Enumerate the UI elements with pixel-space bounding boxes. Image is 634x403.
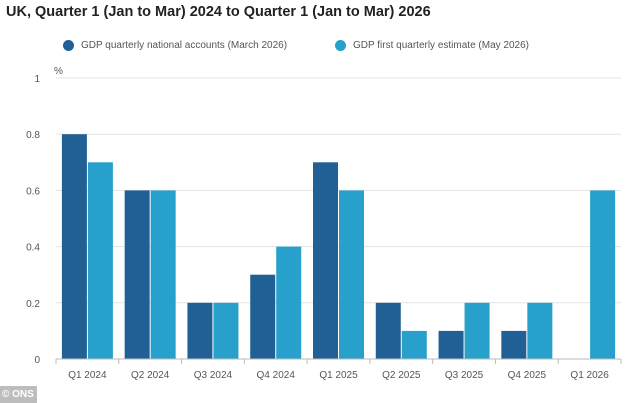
bar-first-quarterly-estimate (276, 246, 302, 359)
x-tick-label: Q4 2025 (508, 370, 547, 381)
y-tick-label: 0.2 (26, 299, 40, 310)
bar-quarterly-national-accounts (313, 162, 338, 359)
x-tick-label: Q1 2025 (319, 370, 358, 381)
bar-quarterly-national-accounts (187, 302, 213, 359)
legend-swatch-first-quarterly-estimate (335, 40, 346, 51)
y-tick-label: 0.8 (26, 130, 40, 141)
bar-quarterly-national-accounts (250, 274, 276, 359)
bar-first-quarterly-estimate (150, 190, 176, 359)
bar-quarterly-national-accounts (375, 302, 401, 359)
legend-label-quarterly-national-accounts: GDP quarterly national accounts (March 2… (81, 40, 288, 51)
x-tick-label: Q3 2025 (445, 370, 484, 381)
x-tick-label: Q2 2024 (131, 370, 170, 381)
chart-title: UK, Quarter 1 (Jan to Mar) 2024 to Quart… (6, 4, 431, 20)
bar-quarterly-national-accounts (124, 190, 150, 359)
x-tick-label: Q4 2024 (257, 370, 296, 381)
y-tick-label: 0 (34, 355, 40, 366)
bar-chart: 0 0.2 0.4 0.6 0.8 1% Q1 2024 Q2 2024 Q3 2024 Q4 2… (26, 66, 622, 381)
legend-swatch-quarterly-national-accounts (63, 40, 74, 51)
bar-first-quarterly-estimate (527, 302, 553, 359)
legend-item-quarterly-national-accounts: GDP quarterly national accounts (March 2… (63, 40, 287, 51)
bar-first-quarterly-estimate (590, 190, 616, 359)
legend-label-first-quarterly-estimate: GDP first quarterly estimate (May 2026) (353, 40, 529, 51)
bar-quarterly-national-accounts (61, 134, 87, 359)
ons-source-badge: © ONS (0, 386, 37, 403)
chart-legend: GDP quarterly national accounts (March 2… (0, 40, 634, 56)
bar-first-quarterly-estimate (87, 162, 113, 359)
x-tick-label: Q1 2026 (570, 370, 609, 381)
bar-quarterly-national-accounts (438, 330, 464, 359)
x-tick-label: Q2 2025 (382, 370, 421, 381)
bar-quarterly-national-accounts (501, 330, 527, 359)
y-tick-label: 1 (34, 74, 40, 85)
bar-first-quarterly-estimate (464, 302, 490, 359)
x-tick-label: Q1 2024 (68, 370, 107, 381)
bar-first-quarterly-estimate (401, 330, 427, 359)
y-axis-unit-label: % (54, 66, 63, 77)
bar-first-quarterly-estimate (339, 190, 364, 359)
x-tick-label: Q3 2024 (194, 370, 233, 381)
bar-first-quarterly-estimate (213, 302, 239, 359)
y-tick-label: 0.6 (26, 186, 40, 197)
y-tick-label: 0.4 (26, 243, 40, 254)
legend-item-first-quarterly-estimate: GDP first quarterly estimate (May 2026) (335, 40, 529, 51)
